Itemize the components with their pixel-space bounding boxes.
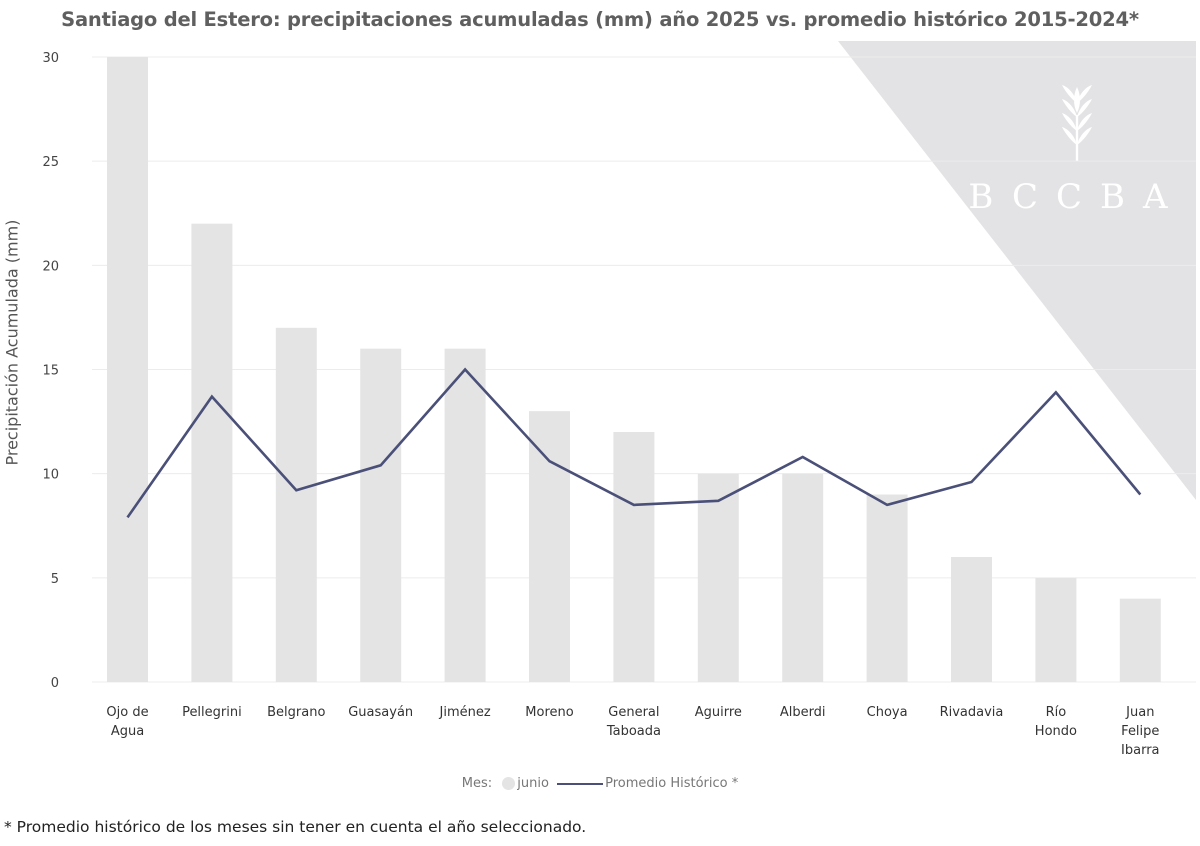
bar-series (107, 57, 1161, 682)
x-axis-ticks: Ojo de Agua Pellegrini Belgrano Guasayán Jimé… (106, 705, 1159, 758)
legend-bar-swatch-icon (502, 777, 516, 790)
x-tick-label: Moreno (525, 705, 573, 720)
y-tick-label: 10 (42, 468, 59, 483)
watermark-triangle (838, 41, 1196, 500)
y-tick-label: 20 (42, 259, 59, 274)
y-tick-label: 5 (51, 572, 59, 587)
y-tick-label: 15 (42, 364, 59, 379)
chart-title: Santiago del Estero: precipitaciones acu… (61, 8, 1139, 31)
bar[interactable] (107, 57, 148, 682)
footnote: * Promedio histórico de los meses sin te… (4, 818, 587, 836)
y-tick-label: 30 (42, 51, 59, 66)
legend-line-label[interactable]: Promedio Histórico * (605, 776, 739, 791)
wheat-icon (1062, 85, 1092, 161)
historical-average-line[interactable] (126, 367, 1142, 519)
x-tick-label: Río Hondo (1035, 705, 1077, 739)
watermark: BCCBA (838, 41, 1196, 500)
legend-bar-label[interactable]: junio (517, 776, 549, 791)
bar[interactable] (1119, 598, 1161, 682)
y-tick-label: 0 (51, 676, 59, 691)
bar[interactable] (444, 348, 486, 682)
line-series (126, 367, 1142, 519)
bar[interactable] (866, 494, 908, 683)
x-tick-label: Alberdi (780, 705, 826, 720)
x-tick-label: Belgrano (267, 705, 325, 720)
legend: Mes: junio Promedio Histórico * (0, 776, 1200, 791)
bar[interactable] (360, 348, 402, 682)
x-tick-label: Rivadavia (940, 705, 1004, 720)
bar[interactable] (697, 473, 739, 682)
bar[interactable] (275, 327, 317, 682)
bar[interactable] (191, 223, 233, 682)
x-tick-label: Juan Felipe Ibarra (1121, 705, 1159, 758)
x-tick-label: Aguirre (695, 705, 742, 720)
legend-line-swatch-icon (557, 782, 604, 785)
y-axis-ticks: 0 5 10 15 20 25 30 (42, 51, 59, 691)
x-tick-label: Choya (867, 705, 908, 720)
x-tick-label: Guasayán (348, 705, 413, 720)
bar[interactable] (529, 411, 570, 682)
bar[interactable] (782, 473, 824, 682)
y-axis-label: Precipitación Acumulada (mm) (2, 219, 22, 466)
watermark-text: BCCBA (968, 177, 1185, 217)
legend-prefix: Mes: (461, 776, 493, 791)
x-tick-label: General Taboada (606, 705, 661, 739)
x-tick-label: Ojo de Agua (106, 705, 148, 739)
x-tick-label: Jiménez (439, 705, 491, 720)
x-tick-label: Pellegrini (182, 705, 242, 720)
y-tick-label: 25 (42, 155, 59, 170)
bar[interactable] (613, 432, 655, 682)
bar[interactable] (1035, 577, 1077, 682)
bar[interactable] (951, 557, 992, 682)
